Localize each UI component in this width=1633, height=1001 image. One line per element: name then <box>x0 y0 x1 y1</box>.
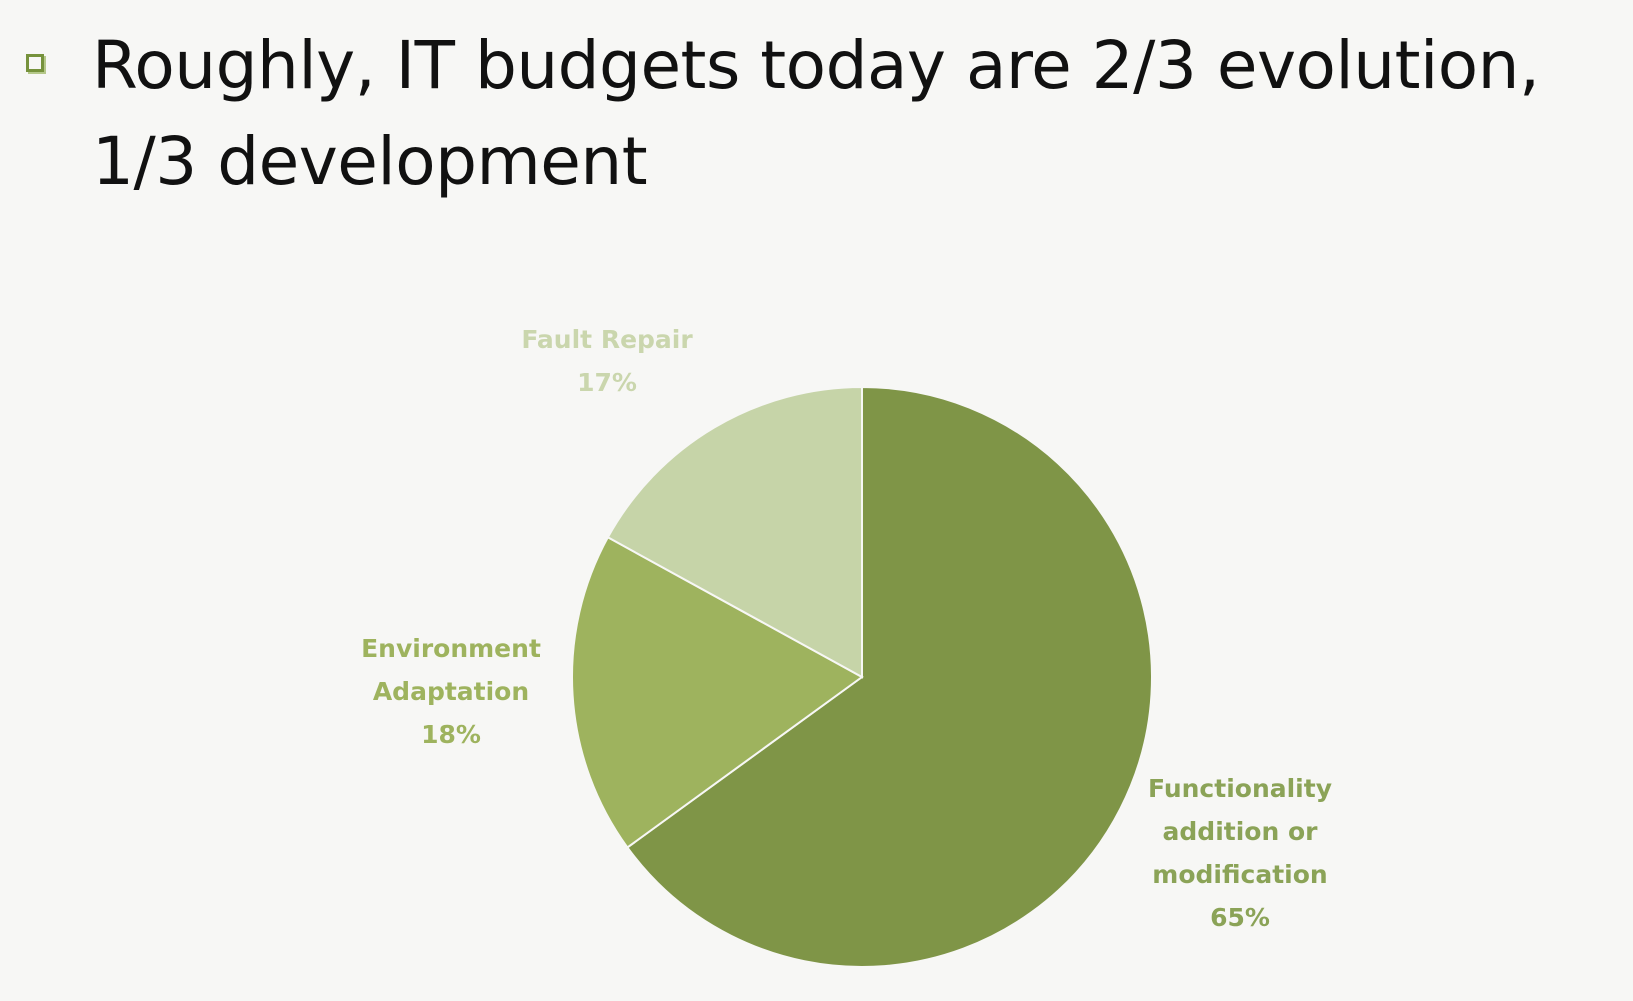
pie-category-label: addition or <box>1163 817 1319 846</box>
pie-value-label: 18% <box>421 720 481 749</box>
pie-slices <box>571 385 1153 968</box>
pie-data-label: Functionality addition or modification 65% <box>1148 774 1332 932</box>
pie-category-label: Functionality <box>1148 774 1332 803</box>
pie-value-label: 17% <box>577 368 637 397</box>
pie-slice <box>606 385 863 679</box>
bullet-text: Roughly, IT budgets today are 2/3 evolut… <box>92 27 1540 200</box>
pie-slice <box>625 385 1153 968</box>
pie-data-label: Environment Adaptation 18% <box>361 634 541 749</box>
pie-category-label: modification <box>1152 860 1327 889</box>
pie-slice <box>571 535 864 849</box>
pie-labels: Functionality addition or modification 65% E… <box>361 325 1332 932</box>
hollow-square-bullet-icon <box>26 54 44 72</box>
pie-category-label: Adaptation <box>373 677 529 706</box>
pie-category-label: Environment <box>361 634 541 663</box>
pie-value-label: 65% <box>1210 903 1270 932</box>
pie-data-label: Fault Repair 17% <box>521 325 693 397</box>
pie-category-label: Fault Repair <box>521 325 693 354</box>
